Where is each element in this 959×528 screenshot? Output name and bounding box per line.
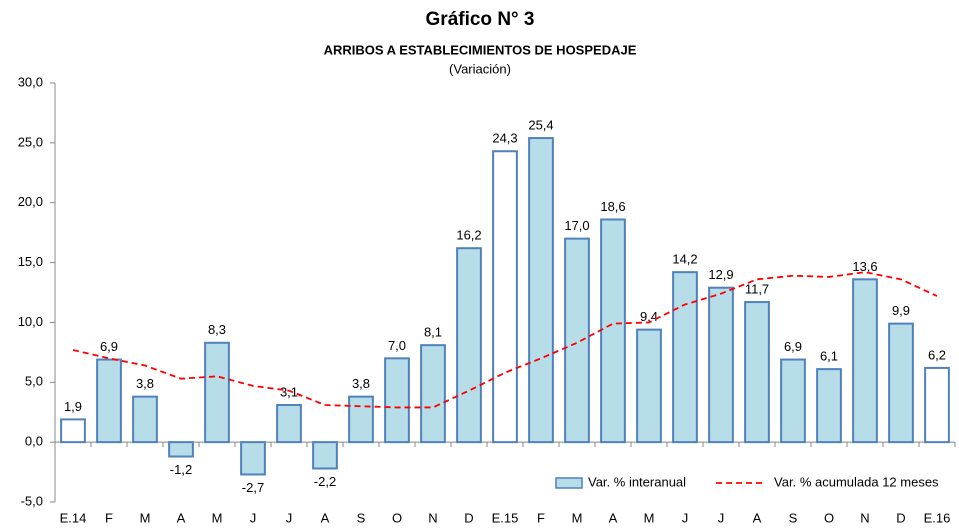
data-label: 14,2 xyxy=(672,252,697,267)
x-tick-label: A xyxy=(321,510,330,525)
data-label: 9,4 xyxy=(640,309,658,324)
x-tick-label: N xyxy=(860,510,869,525)
data-label: 12,9 xyxy=(708,267,733,282)
data-label: 8,3 xyxy=(208,322,226,337)
data-label: 16,2 xyxy=(456,228,481,243)
data-label: 3,8 xyxy=(352,376,370,391)
data-label: 18,6 xyxy=(600,199,625,214)
bar xyxy=(420,344,446,444)
bar xyxy=(528,137,554,444)
x-tick-label: M xyxy=(572,510,583,525)
data-label: 24,3 xyxy=(492,131,517,146)
bar xyxy=(708,286,734,444)
bar xyxy=(924,366,950,444)
data-label: 6,9 xyxy=(784,339,802,354)
chart-subtitle: ARRIBOS A ESTABLECIMIENTOS DE HOSPEDAJE xyxy=(324,42,637,57)
x-tick-label: D xyxy=(464,510,473,525)
data-label: -2,7 xyxy=(242,480,264,495)
legend-label: Var. % interanual xyxy=(588,474,686,489)
bar xyxy=(456,247,482,444)
data-label: -1,2 xyxy=(170,462,192,477)
x-tick-label: E.16 xyxy=(924,510,951,525)
bar xyxy=(132,395,158,444)
axis-label: (Variación) xyxy=(449,61,511,76)
data-label: -2,2 xyxy=(314,474,336,489)
bar xyxy=(636,328,662,444)
bar xyxy=(60,418,86,444)
x-tick-label: O xyxy=(824,510,834,525)
bar xyxy=(204,341,230,444)
y-tick-label: -5,0 xyxy=(21,493,43,508)
bar xyxy=(384,357,410,444)
x-tick-label: A xyxy=(609,510,618,525)
x-tick-label: M xyxy=(644,510,655,525)
y-tick-label: 10,0 xyxy=(18,314,43,329)
y-tick-label: 5,0 xyxy=(25,374,43,389)
data-label: 17,0 xyxy=(564,218,589,233)
y-tick-label: 15,0 xyxy=(18,254,43,269)
x-tick-label: A xyxy=(753,510,762,525)
bar xyxy=(816,368,842,444)
x-tick-label: J xyxy=(718,510,725,525)
x-tick-label: D xyxy=(896,510,905,525)
data-label: 13,6 xyxy=(852,259,877,274)
x-tick-label: A xyxy=(177,510,186,525)
x-tick-label: E.15 xyxy=(492,510,519,525)
data-label: 1,9 xyxy=(64,399,82,414)
bar xyxy=(240,441,266,476)
legend-swatch xyxy=(555,477,583,489)
bar xyxy=(672,271,698,444)
x-tick-label: E.14 xyxy=(60,510,87,525)
data-label: 7,0 xyxy=(388,338,406,353)
x-tick-label: F xyxy=(537,510,545,525)
x-tick-label: M xyxy=(212,510,223,525)
x-tick-label: O xyxy=(392,510,402,525)
bar xyxy=(564,237,590,444)
data-label: 8,1 xyxy=(424,325,442,340)
y-tick-label: 0,0 xyxy=(25,434,43,449)
bar xyxy=(492,150,518,444)
data-label: 6,2 xyxy=(928,347,946,362)
bar xyxy=(780,358,806,444)
bar xyxy=(276,404,302,444)
bar xyxy=(96,358,122,444)
x-tick-label: S xyxy=(789,510,798,525)
legend-label: Var. % acumulada 12 meses xyxy=(774,474,939,489)
chart-title: Gráfico N° 3 xyxy=(426,9,535,30)
x-tick-label: J xyxy=(682,510,689,525)
data-label: 3,1 xyxy=(280,384,298,399)
data-label: 9,9 xyxy=(892,303,910,318)
y-tick-label: 20,0 xyxy=(18,194,43,209)
y-tick-label: 25,0 xyxy=(18,134,43,149)
x-tick-label: N xyxy=(428,510,437,525)
data-label: 6,1 xyxy=(820,349,838,364)
x-tick-label: J xyxy=(286,510,293,525)
line xyxy=(72,271,938,409)
x-tick-label: S xyxy=(357,510,366,525)
bar xyxy=(168,441,194,458)
x-tick-label: M xyxy=(140,510,151,525)
bar xyxy=(312,441,338,470)
x-tick-label: F xyxy=(105,510,113,525)
bar xyxy=(348,395,374,444)
data-label: 3,8 xyxy=(136,376,154,391)
bar xyxy=(744,301,770,444)
x-tick-label: J xyxy=(250,510,257,525)
bar xyxy=(852,278,878,444)
data-label: 25,4 xyxy=(528,118,553,133)
y-tick-label: 30,0 xyxy=(18,74,43,89)
data-label: 11,7 xyxy=(745,282,769,297)
bar xyxy=(888,322,914,444)
data-label: 6,9 xyxy=(100,339,118,354)
bar xyxy=(600,218,626,444)
